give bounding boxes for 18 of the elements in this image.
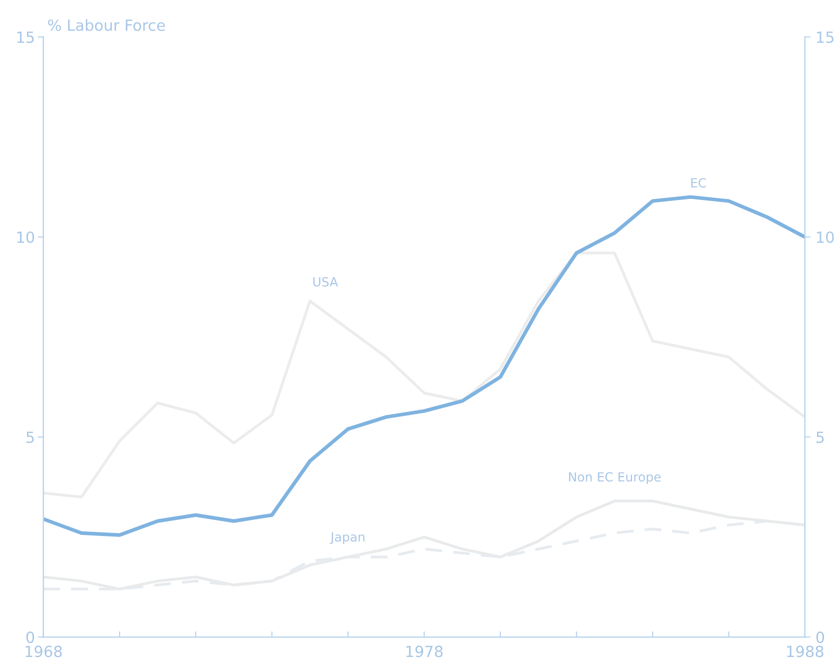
y2-tick-label: 5 xyxy=(816,432,824,444)
y-tick-label: 0 xyxy=(26,632,34,644)
y-axis-title: % Labour Force xyxy=(48,19,165,31)
line-series xyxy=(43,252,805,498)
series-label: Non EC Europe xyxy=(569,472,661,484)
x-tick-label: 1978 xyxy=(406,646,443,658)
y-tick-label: 10 xyxy=(17,231,34,244)
y2-tick-label: 10 xyxy=(817,231,834,244)
x-tick-label: 1968 xyxy=(26,646,62,658)
series-label: EC xyxy=(691,178,706,188)
x-tick-label: 1988 xyxy=(787,646,824,658)
y-tick-label: 5 xyxy=(26,432,34,444)
y-tick-label: 15 xyxy=(17,32,34,43)
series-label: USA xyxy=(313,277,338,287)
y2-tick-label: 15 xyxy=(817,32,834,43)
series-label: Japan xyxy=(330,532,364,544)
y2-tick-label: 0 xyxy=(816,632,824,644)
line-series xyxy=(43,500,805,590)
